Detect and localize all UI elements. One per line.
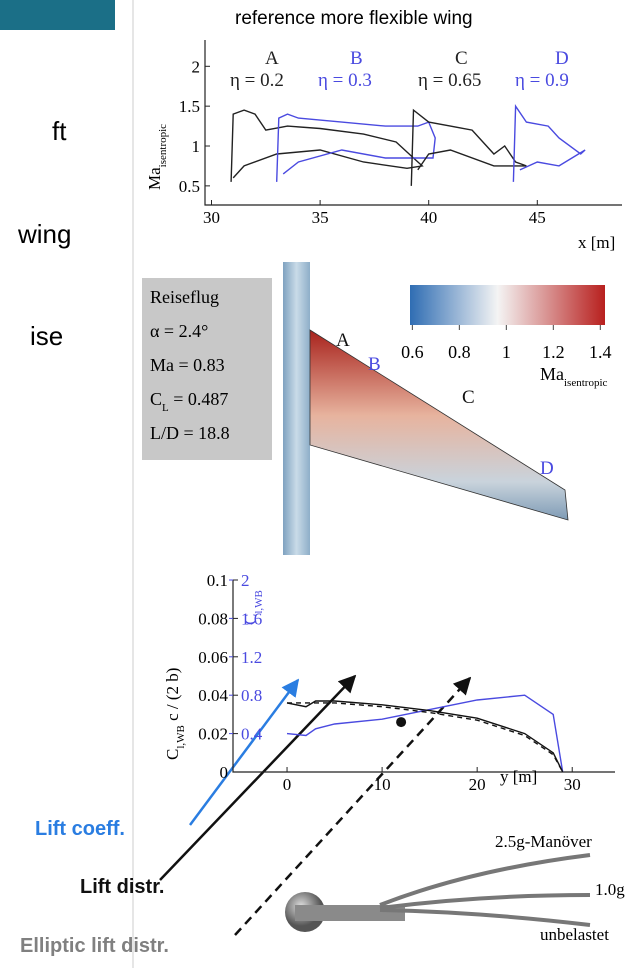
- y2-tick-label: 2: [241, 571, 250, 590]
- header-bar: [0, 0, 115, 30]
- arrow: [234, 676, 472, 936]
- flight-param-main: C: [150, 389, 162, 409]
- colorbar-tick-label: 1: [502, 342, 511, 362]
- flight-param: L/D = 18.8: [150, 423, 230, 443]
- chart-title: reference more flexible wing: [235, 8, 473, 29]
- y-axis-label: Maisentropic: [145, 124, 169, 190]
- legend-label: Lift coeff.: [35, 818, 125, 840]
- y-tick-label: 1.5: [179, 97, 200, 116]
- data-line: [287, 702, 564, 773]
- section-label: A: [336, 330, 350, 351]
- y-tick-label: 0: [220, 763, 229, 782]
- fuselage: [283, 262, 310, 555]
- x-tick-label: 30: [203, 208, 220, 227]
- flight-param: Ma = 0.83: [150, 355, 225, 375]
- y-tick-label: 1: [192, 137, 201, 156]
- section-eta: η = 0.65: [418, 70, 481, 91]
- colorbar-tick-label: 0.6: [401, 342, 424, 362]
- fuselage-body: [295, 905, 405, 921]
- section-name: D: [555, 48, 569, 69]
- x-tick-label: 30: [564, 775, 581, 794]
- y2-tick-label: 1.6: [241, 609, 262, 628]
- x-tick-label: 45: [529, 208, 546, 227]
- flight-param-rest: = 0.487: [169, 389, 229, 409]
- marker: [396, 717, 407, 728]
- left-text: ise: [30, 321, 63, 351]
- section-label: B: [368, 354, 381, 375]
- y-tick-label: 0.04: [198, 686, 228, 705]
- wing-deflection: [379, 853, 591, 927]
- section-eta: η = 0.9: [515, 70, 569, 91]
- colorbar-tick-label: 0.8: [448, 342, 471, 362]
- x-tick-label: 10: [374, 775, 391, 794]
- x-axis-label: y [m]: [500, 767, 537, 786]
- y-axis-label-main: Ma: [145, 167, 164, 190]
- colorbar: [410, 285, 605, 325]
- deflection-label: unbelastet: [540, 925, 609, 944]
- section-eta: η = 0.2: [230, 70, 284, 91]
- section-label: D: [540, 458, 554, 479]
- x-axis-label: x [m]: [578, 233, 615, 252]
- flight-param: α = 2.4°: [150, 321, 208, 341]
- y-tick-label: 0.1: [207, 571, 228, 590]
- y-axis-label-main: C: [163, 749, 182, 760]
- deflection-label: 2.5g-Manöver: [495, 832, 592, 851]
- flight-param: Reiseflug: [150, 287, 219, 307]
- colorbar-label-sub: isentropic: [564, 377, 607, 389]
- y-tick-label: 0.06: [198, 648, 228, 667]
- deflection-label: 1.0g: [595, 880, 625, 899]
- x-tick-label: 20: [469, 775, 486, 794]
- y-axis-label-rest: c / (2 b): [163, 668, 182, 726]
- arrow: [159, 674, 357, 881]
- x-tick-label: 35: [312, 208, 329, 227]
- legend-label: Lift distr.: [80, 876, 164, 898]
- flight-param-sub: L: [162, 402, 169, 414]
- y2-axis-label: Cl,WB: [241, 590, 265, 625]
- colorbar-label: Maisentropic: [540, 364, 607, 389]
- data-line: [230, 109, 424, 182]
- y2-axis-label-main: C: [241, 614, 260, 625]
- y-axis-label-sub: isentropic: [157, 124, 169, 167]
- left-text: ft: [52, 116, 67, 146]
- y-tick-label: 2: [192, 57, 201, 76]
- colorbar-tick-label: 1.2: [542, 342, 565, 362]
- flight-param: CL = 0.487: [150, 389, 228, 414]
- data-line: [410, 108, 527, 186]
- y-axis-label: Cl,WB c / (2 b): [163, 668, 187, 760]
- left-text: wing: [17, 219, 71, 249]
- section-name: C: [455, 48, 468, 69]
- y2-tick-label: 1.2: [241, 648, 262, 667]
- legend-label: Elliptic lift distr.: [20, 935, 169, 957]
- y2-axis-label-sub: l,WB: [253, 590, 265, 614]
- data-line: [286, 694, 564, 773]
- x-tick-label: 0: [283, 775, 292, 794]
- arrow: [188, 678, 300, 826]
- y2-tick-label: 0.8: [241, 686, 262, 705]
- section-label: C: [462, 387, 475, 408]
- info-box: [142, 278, 272, 460]
- y-tick-label: 0.5: [179, 177, 200, 196]
- y-axis-label-sub: l,WB: [175, 725, 187, 749]
- wing: [309, 329, 569, 521]
- section-name: A: [265, 48, 279, 69]
- data-line: [276, 113, 436, 182]
- colorbar-tick-label: 1.4: [589, 342, 612, 362]
- y-tick-label: 0.02: [198, 725, 228, 744]
- section-name: B: [350, 48, 363, 69]
- y-tick-label: 0.08: [198, 609, 228, 628]
- x-tick-label: 40: [420, 208, 437, 227]
- data-line: [286, 700, 564, 773]
- data-line: [512, 104, 586, 182]
- y2-tick-label: 0.4: [241, 725, 263, 744]
- axis: [204, 40, 622, 206]
- colorbar-label-main: Ma: [540, 364, 564, 384]
- section-eta: η = 0.3: [318, 70, 372, 91]
